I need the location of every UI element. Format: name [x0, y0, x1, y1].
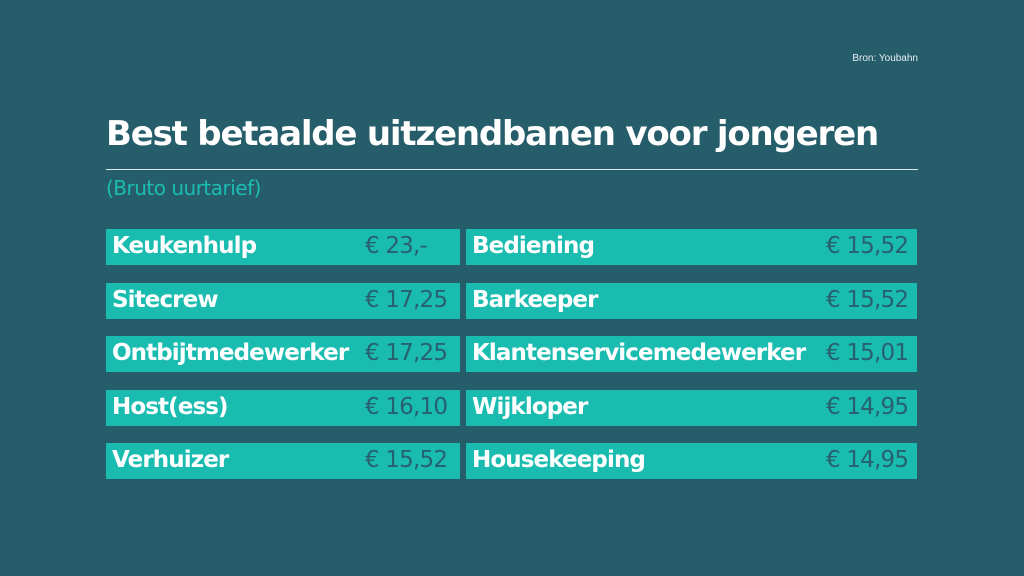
wage-value: € 16,10 — [365, 394, 448, 420]
wage-value: € 14,95 — [826, 447, 909, 473]
job-label: Verhuizer — [112, 447, 229, 473]
page-title: Best betaalde uitzendbanen voor jongeren — [106, 114, 879, 154]
job-label: Bediening — [472, 233, 595, 259]
table-row: Ontbijtmedewerker € 17,25 — [106, 336, 460, 372]
table-row: Verhuizer € 15,52 — [106, 443, 460, 479]
table-row: Klantenservicemedewerker € 15,01 — [466, 336, 917, 372]
table-row: Host(ess) € 16,10 — [106, 390, 460, 426]
wage-value: € 15,52 — [365, 447, 448, 473]
table-row: Bediening € 15,52 — [466, 229, 917, 265]
job-label: Host(ess) — [112, 394, 229, 420]
wage-value: € 23,- — [365, 233, 428, 259]
subtitle: (Bruto uurtarief) — [106, 176, 261, 200]
table-row: Wijkloper € 14,95 — [466, 390, 917, 426]
job-label: Wijkloper — [472, 394, 588, 420]
wage-value: € 14,95 — [826, 394, 909, 420]
source-note: Bron: Youbahn — [852, 53, 918, 64]
table-row: Keukenhulp € 23,- — [106, 229, 460, 265]
job-label: Ontbijtmedewerker — [112, 340, 349, 366]
table-row: Barkeeper € 15,52 — [466, 283, 917, 319]
job-label: Sitecrew — [112, 287, 219, 313]
title-divider — [106, 169, 918, 170]
table-row: Housekeeping € 14,95 — [466, 443, 917, 479]
wage-value: € 15,01 — [826, 340, 909, 366]
wage-value: € 17,25 — [365, 340, 448, 366]
wage-value: € 15,52 — [826, 233, 909, 259]
job-label: Keukenhulp — [112, 233, 257, 259]
wage-value: € 17,25 — [365, 287, 448, 313]
job-label: Barkeeper — [472, 287, 598, 313]
job-label: Klantenservicemedewerker — [472, 340, 806, 366]
wage-value: € 15,52 — [826, 287, 909, 313]
table-row: Sitecrew € 17,25 — [106, 283, 460, 319]
job-label: Housekeeping — [472, 447, 646, 473]
